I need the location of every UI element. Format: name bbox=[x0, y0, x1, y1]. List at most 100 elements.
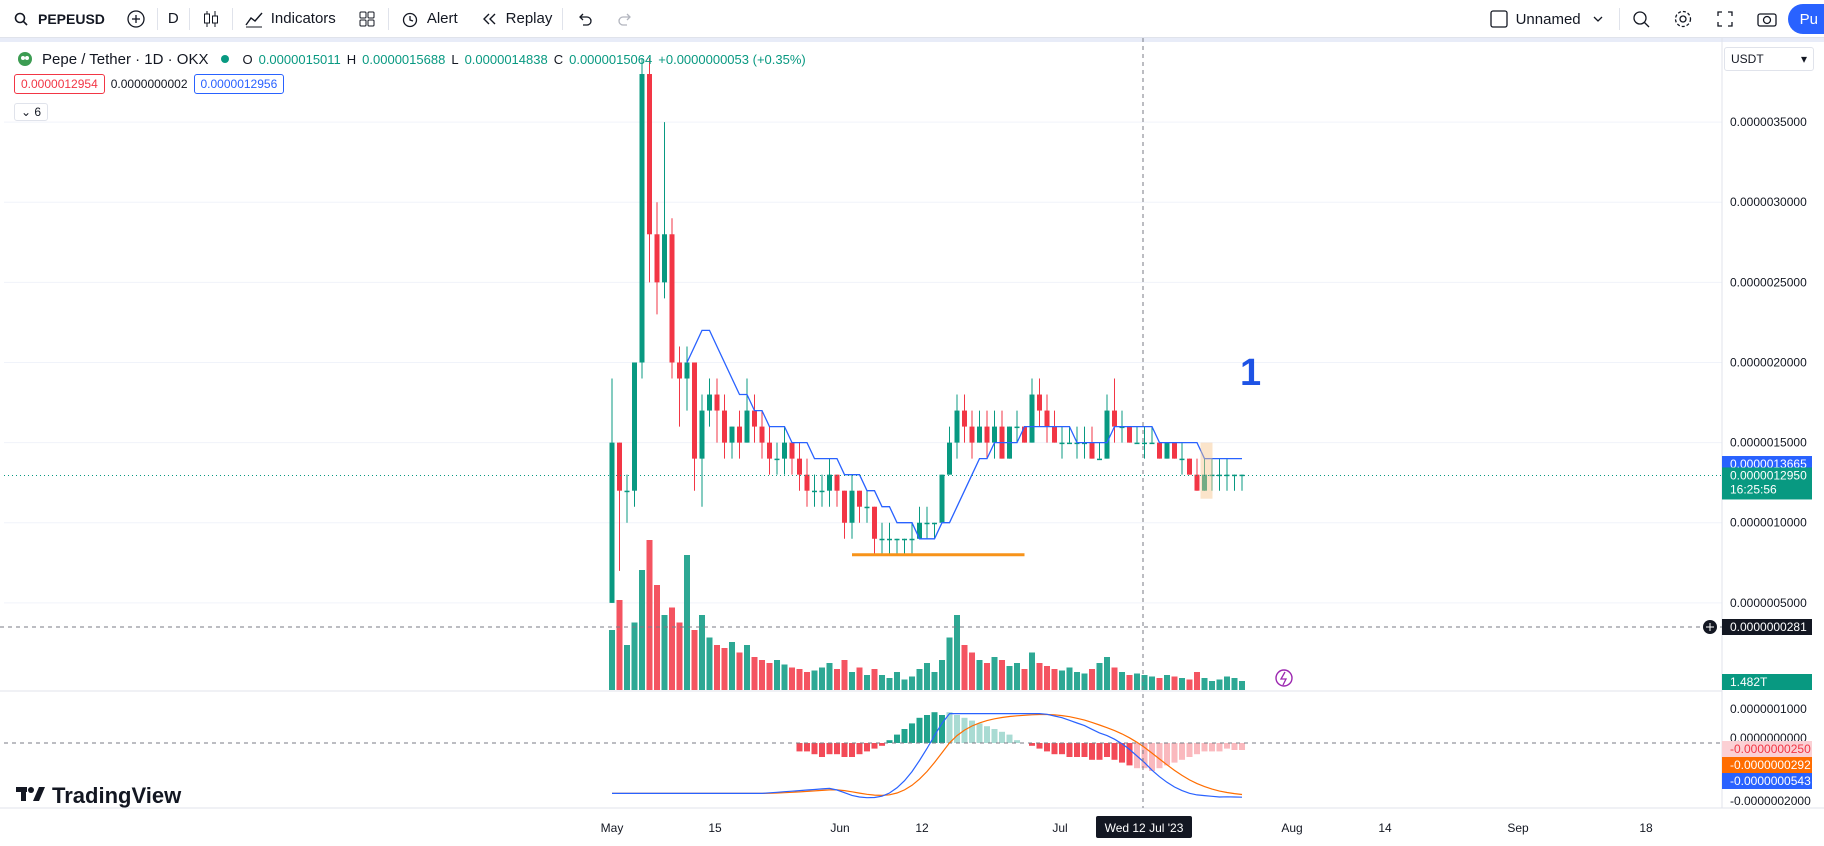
volume-bar bbox=[939, 660, 945, 690]
candle-body bbox=[767, 442, 772, 459]
candle-body bbox=[699, 410, 705, 459]
indicators-button[interactable]: Indicators bbox=[233, 0, 346, 38]
macd-histogram-bar bbox=[939, 715, 945, 743]
change-value: +0.0000000053 (+0.35%) bbox=[658, 51, 806, 67]
bid-price-button[interactable]: 0.0000012954 bbox=[14, 74, 105, 94]
candle-body bbox=[647, 74, 652, 235]
volume-bar bbox=[916, 669, 923, 690]
volume-bar bbox=[1201, 678, 1208, 690]
macd-histogram-bar bbox=[1036, 743, 1043, 749]
price-tick-label: 0.0000005000 bbox=[1730, 596, 1807, 610]
layout-square-icon bbox=[1488, 8, 1510, 30]
candle-body bbox=[954, 410, 960, 443]
macd-histogram-bar bbox=[1126, 743, 1133, 766]
volume-bar bbox=[736, 652, 743, 690]
candle-body bbox=[662, 234, 667, 283]
tradingview-logo[interactable]: TradingView bbox=[16, 783, 181, 809]
bid-ask-row: 0.0000012954 0.0000000002 0.0000012956 bbox=[14, 74, 285, 94]
volume-bar bbox=[1119, 672, 1125, 690]
volume-bar bbox=[721, 648, 728, 690]
volume-bar bbox=[774, 660, 780, 690]
volume-bar bbox=[856, 667, 863, 690]
layout-menu-button[interactable]: Unnamed bbox=[1478, 0, 1619, 38]
macd-pane bbox=[4, 712, 1722, 799]
currency-label: USDT bbox=[1731, 52, 1764, 66]
low-label: L bbox=[451, 51, 459, 67]
grid bbox=[0, 38, 1824, 809]
candle-body bbox=[924, 522, 930, 525]
volume-bar bbox=[1096, 663, 1103, 690]
price-chart[interactable]: 0.0000035000 0.0000030000 0.0000025000 0.00… bbox=[0, 38, 1824, 846]
macd-histogram-bar bbox=[991, 729, 998, 743]
volume-bar bbox=[796, 669, 803, 690]
ask-price-button[interactable]: 0.0000012956 bbox=[193, 74, 285, 94]
macd-histogram-bar bbox=[1006, 734, 1013, 743]
macd-histogram-bar bbox=[1201, 743, 1208, 752]
ma-line bbox=[686, 329, 1242, 540]
redo-button[interactable] bbox=[605, 0, 647, 38]
volume-bar bbox=[1186, 679, 1193, 690]
currency-select[interactable]: USDT ▾ bbox=[1724, 47, 1814, 71]
candle-body bbox=[887, 538, 892, 541]
top-toolbar: PEPEUSD D Indicators Alert Replay Unname… bbox=[0, 0, 1824, 38]
fullscreen-button[interactable] bbox=[1704, 0, 1746, 38]
indicators-label: Indicators bbox=[270, 10, 336, 27]
macd-tick-label: -0.0000002000 bbox=[1730, 794, 1811, 808]
templates-button[interactable] bbox=[346, 0, 388, 38]
publish-button[interactable]: Pu bbox=[1787, 4, 1824, 34]
alert-button[interactable]: Alert bbox=[389, 0, 468, 38]
chevron-down-icon: ▾ bbox=[1800, 52, 1807, 66]
candle-body bbox=[1074, 442, 1080, 445]
macd-histogram-bar bbox=[1059, 743, 1065, 755]
settings-button[interactable] bbox=[1662, 0, 1704, 38]
chart-annotation-number: 1 bbox=[1240, 352, 1262, 394]
indicators-collapse-button[interactable]: ⌄ 6 bbox=[14, 103, 49, 121]
volume-bar bbox=[811, 670, 818, 690]
macd-histogram-bar bbox=[984, 726, 990, 743]
macd-histogram-bar bbox=[1209, 743, 1215, 752]
volume-bar bbox=[1194, 672, 1200, 690]
macd-histogram-bar bbox=[916, 717, 923, 743]
volume-bar bbox=[804, 672, 810, 690]
macd-histogram-bar bbox=[1216, 743, 1223, 752]
macd-histogram-bar bbox=[864, 743, 870, 752]
symbol-search-button[interactable]: PEPEUSD bbox=[0, 0, 115, 38]
volume-bar bbox=[751, 657, 758, 690]
candle-body bbox=[624, 490, 630, 493]
compare-symbol-button[interactable] bbox=[115, 0, 157, 38]
candle-body bbox=[669, 234, 675, 363]
volume-bar bbox=[706, 637, 713, 690]
volume-bar bbox=[991, 657, 998, 690]
chevron-down-icon: ⌄ bbox=[21, 105, 32, 119]
candle-body bbox=[1059, 442, 1065, 445]
macd-hist-badge: -0.0000000250 bbox=[1730, 742, 1811, 756]
volume-bar bbox=[1126, 675, 1133, 690]
indicators-count: 6 bbox=[34, 105, 42, 119]
undo-button[interactable] bbox=[563, 0, 605, 38]
volume-bar bbox=[1134, 673, 1140, 690]
candle-body bbox=[992, 426, 997, 443]
macd-histogram-bar bbox=[1171, 743, 1178, 763]
macd-tick-label: 0.0000001000 bbox=[1730, 702, 1807, 716]
macd-histogram-bar bbox=[1224, 743, 1230, 749]
volume-bar bbox=[931, 672, 938, 690]
quick-search-button[interactable] bbox=[1620, 0, 1662, 38]
candle-body bbox=[879, 538, 885, 541]
chart-type-button[interactable] bbox=[190, 0, 232, 38]
chart-area[interactable] bbox=[0, 38, 1824, 846]
volume-bar bbox=[1036, 663, 1043, 690]
macd-histogram-bar bbox=[1156, 743, 1163, 769]
volume-bar bbox=[1059, 670, 1065, 690]
candle-body bbox=[707, 394, 712, 411]
candle-body bbox=[1217, 474, 1222, 477]
interval-button[interactable]: D bbox=[167, 10, 179, 27]
replay-button[interactable]: Replay bbox=[468, 0, 563, 38]
snapshot-button[interactable] bbox=[1746, 0, 1788, 38]
volume-badge-bg bbox=[1722, 674, 1812, 690]
toolbar-divider bbox=[156, 7, 158, 30]
macd-value-badge-bg bbox=[1722, 773, 1812, 789]
volume-bar bbox=[729, 642, 735, 690]
candle-body bbox=[1119, 426, 1125, 429]
macd-histogram-bar bbox=[1066, 743, 1073, 757]
macd-value-badge: -0.0000000543 bbox=[1730, 774, 1811, 788]
